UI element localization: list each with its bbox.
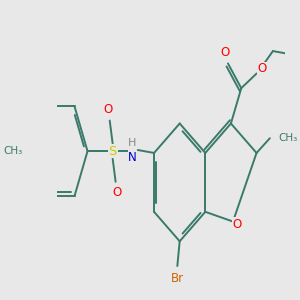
Text: O: O: [112, 186, 122, 199]
Text: O: O: [257, 62, 267, 75]
Text: Br: Br: [171, 272, 184, 286]
Text: CH₃: CH₃: [278, 133, 297, 143]
Text: N: N: [128, 151, 137, 164]
Text: CH₃: CH₃: [4, 146, 23, 156]
Text: H: H: [128, 138, 137, 148]
Text: O: O: [103, 103, 113, 116]
Text: S: S: [109, 145, 117, 158]
Text: O: O: [220, 46, 230, 59]
Text: O: O: [232, 218, 242, 231]
